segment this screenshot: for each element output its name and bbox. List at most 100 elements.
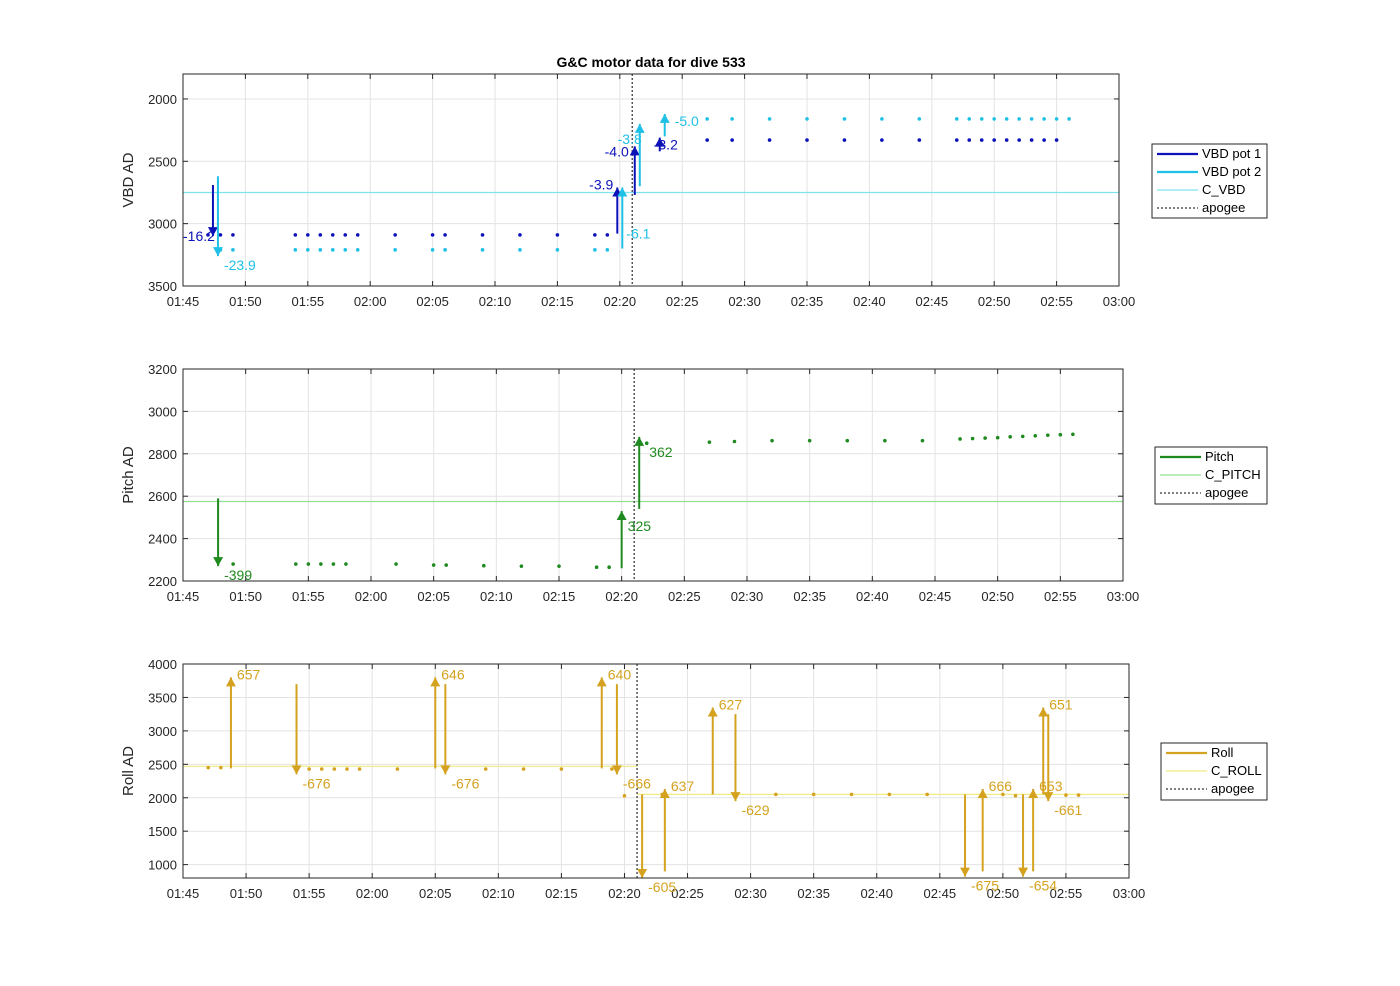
move-arrow-head [291, 765, 302, 775]
data-point [593, 248, 597, 252]
axes-box [182, 663, 1130, 879]
move-arrow-head [617, 187, 628, 197]
move-arrow-head [707, 707, 718, 717]
data-point [480, 233, 485, 237]
data-point [355, 248, 360, 252]
x-tick-label: 02:35 [797, 886, 830, 901]
move-arrow-head [659, 789, 670, 799]
move-arrow-head [730, 792, 741, 802]
legend-label: Roll [1211, 745, 1234, 760]
move-value-label: -3.9 [589, 176, 613, 192]
legend-label: VBD pot 2 [1202, 164, 1261, 179]
move-value-label: -605 [648, 879, 676, 895]
data-point [518, 248, 522, 252]
legend-label: Pitch [1205, 449, 1234, 464]
legend-label: C_VBD [1202, 182, 1245, 197]
data-point [925, 792, 929, 797]
data-point [767, 117, 772, 121]
move-arrow-head [440, 765, 451, 775]
data-point [1004, 117, 1009, 121]
move-value-label: -6.1 [626, 226, 650, 242]
move-value-label: -666 [623, 775, 651, 791]
data-point [849, 792, 854, 797]
data-point [330, 233, 335, 237]
move-value-label: -676 [451, 775, 479, 791]
data-point [231, 248, 235, 252]
x-tick-label: 02:40 [856, 589, 889, 604]
data-point [992, 138, 996, 142]
data-point [332, 767, 337, 771]
x-tick-label: 03:00 [1107, 589, 1140, 604]
data-point [518, 233, 522, 237]
move-arrow-head [629, 146, 640, 156]
data-point [443, 248, 447, 252]
data-point [1046, 433, 1050, 437]
x-tick-label: 01:45 [167, 886, 200, 901]
move-value-label: 627 [719, 696, 743, 712]
data-point [1033, 433, 1038, 438]
data-point [1013, 793, 1018, 798]
data-point [805, 117, 809, 121]
move-arrow-head [637, 869, 648, 878]
data-point [559, 767, 564, 771]
x-tick-label: 02:05 [417, 589, 450, 604]
data-point [1058, 432, 1063, 437]
data-point [730, 138, 734, 142]
data-point [519, 564, 524, 568]
move-value-label: -661 [1054, 802, 1082, 818]
x-tick-label: 02:20 [605, 589, 638, 604]
data-point [979, 138, 984, 142]
x-tick-label: 01:50 [230, 886, 263, 901]
x-tick-label: 02:30 [728, 294, 761, 309]
data-point [610, 767, 614, 771]
move-value-label: 362 [649, 444, 673, 460]
data-point [231, 233, 235, 237]
x-tick-label: 02:15 [545, 886, 578, 901]
x-tick-label: 02:40 [860, 886, 893, 901]
plot-area [183, 369, 1123, 581]
x-tick-label: 02:35 [793, 589, 826, 604]
x-tick-label: 02:25 [671, 886, 704, 901]
y-tick-label: 3000 [148, 404, 177, 419]
data-point [343, 233, 348, 237]
data-point [557, 564, 561, 568]
move-arrow-head [1018, 867, 1029, 877]
data-point [395, 767, 400, 771]
x-tick-label: 02:55 [1050, 886, 1083, 901]
data-point [306, 233, 310, 237]
roll-axes: 01:45 01:50 01:55 02:00 02:05 02:10 02:15 02:20… [120, 657, 1268, 901]
data-point [954, 117, 959, 121]
x-tick-label: 02:25 [666, 294, 699, 309]
x-tick-label: 02:10 [482, 886, 515, 901]
data-point [593, 233, 597, 237]
move-arrow-head [654, 137, 665, 147]
data-point [774, 792, 778, 797]
data-point [1004, 138, 1009, 142]
x-tick-label: 01:55 [292, 589, 325, 604]
move-value-label: 657 [237, 666, 261, 682]
data-point [521, 767, 526, 771]
data-point [605, 233, 610, 237]
data-point [219, 765, 223, 770]
move-value-label: -23.9 [224, 257, 256, 273]
y-axis-label: Roll AD [120, 746, 137, 796]
x-tick-label: 02:45 [916, 294, 949, 309]
x-tick-label: 02:10 [480, 589, 513, 604]
legend-label: C_PITCH [1205, 467, 1261, 482]
move-arrow-head [213, 557, 224, 567]
x-tick-label: 02:35 [791, 294, 824, 309]
move-value-label: 640 [608, 666, 632, 682]
data-point [555, 248, 560, 252]
move-arrow-head [616, 511, 627, 521]
move-value-label: 637 [671, 778, 695, 794]
data-point [318, 248, 323, 252]
data-point [1017, 117, 1021, 121]
data-point [1042, 117, 1046, 121]
y-tick-label: 2800 [148, 447, 177, 462]
move-value-label: 651 [1049, 696, 1073, 712]
legend-label: C_ROLL [1211, 763, 1262, 778]
data-point [343, 248, 348, 252]
data-point [393, 248, 397, 252]
